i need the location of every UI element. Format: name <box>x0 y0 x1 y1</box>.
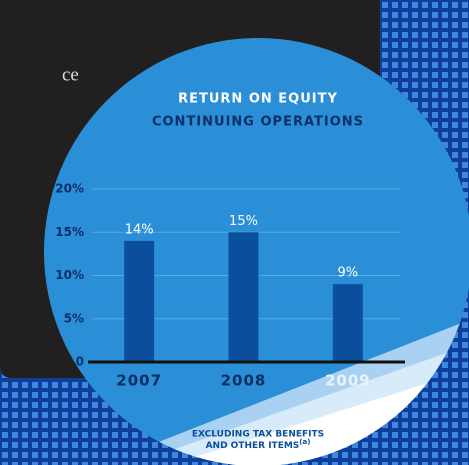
chart-title: RETURN ON EQUITY <box>178 92 338 107</box>
note-ref: (a) <box>299 438 310 446</box>
chart: ce RETURN ON EQUITY CONTINUING OPERATION… <box>0 0 469 465</box>
x-tick-label: 2007 <box>116 372 162 390</box>
chart-subtitle: CONTINUING OPERATIONS <box>152 115 364 130</box>
y-tick-label: 15% <box>55 225 84 239</box>
y-tick-label: 5% <box>64 311 84 325</box>
bar <box>333 284 363 362</box>
bar <box>124 241 154 362</box>
value-label: 14% <box>125 222 154 237</box>
note: AND OTHER ITEMS <box>206 441 300 451</box>
note: AND OTHER ITEMS(a) <box>206 438 311 451</box>
y-tick-label: 20% <box>55 182 84 196</box>
y-tick-label: 10% <box>55 268 84 282</box>
page: ce RETURN ON EQUITY CONTINUING OPERATION… <box>0 0 469 465</box>
x-tick-label: 2009 <box>325 372 371 390</box>
x-tick-label: 2008 <box>221 372 267 390</box>
value-label: 9% <box>338 266 359 281</box>
bar <box>229 232 259 362</box>
background-text: ce <box>62 64 79 85</box>
y-tick-label: 0 <box>76 355 84 369</box>
value-label: 15% <box>229 214 258 229</box>
